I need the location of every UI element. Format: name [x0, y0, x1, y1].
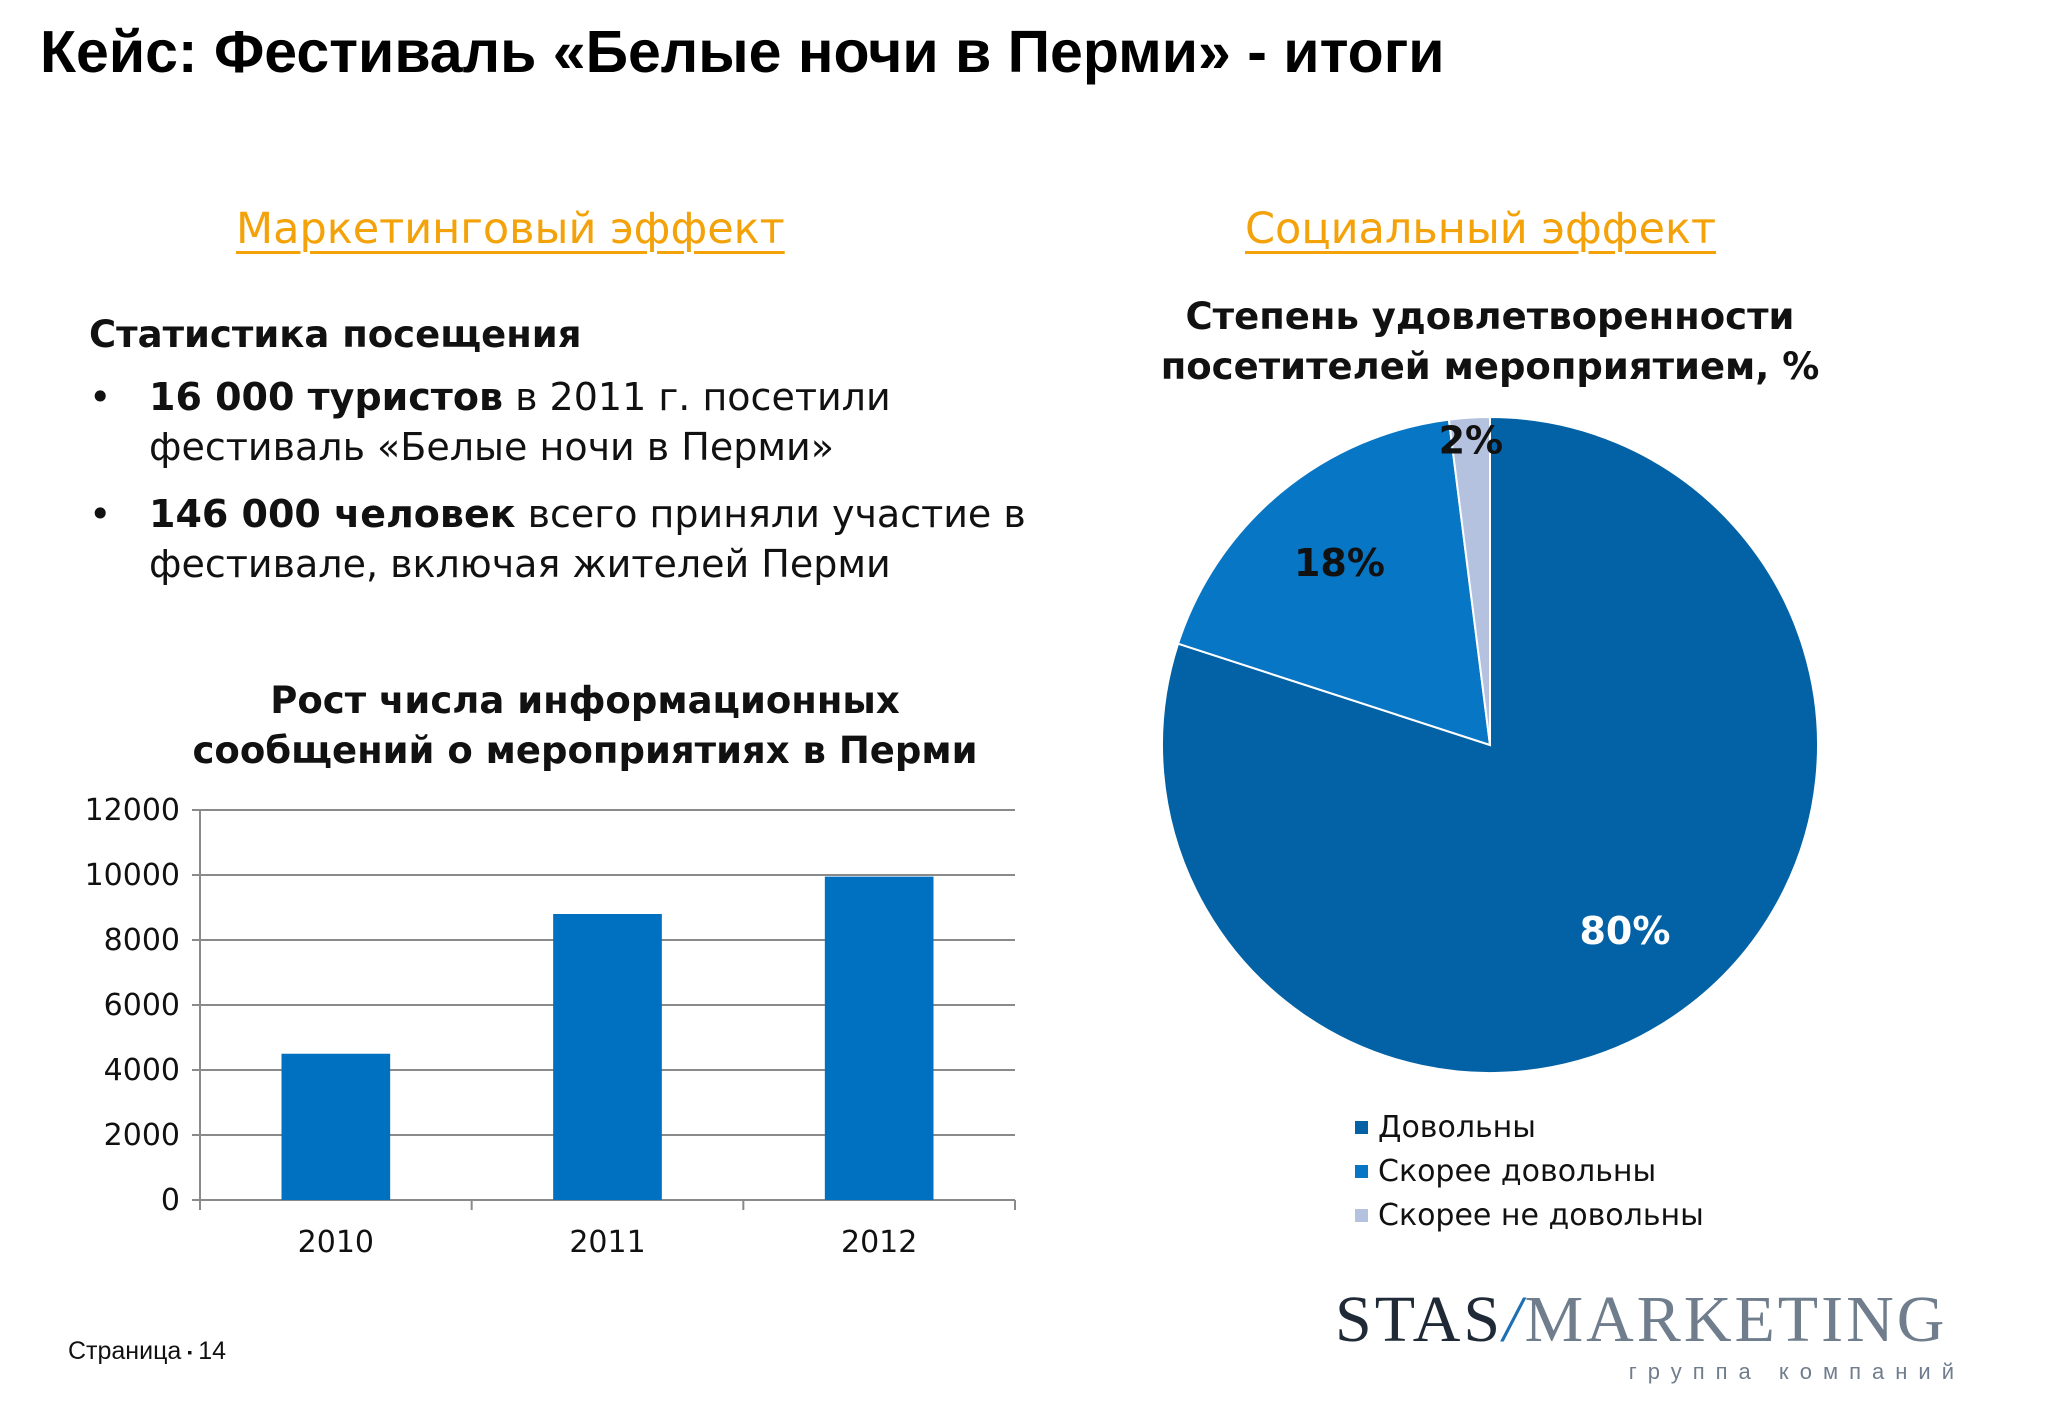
bar-chart: 0 2000 4000 6000 8000 10000 12000 2010 2011 2012: [85, 793, 1016, 1260]
legend-item-rather-satisfied: Скорее довольны: [1355, 1149, 1704, 1193]
pie-data-label: 2%: [1439, 419, 1504, 463]
footer-separator-icon: ▪: [187, 1344, 193, 1361]
legend-item-rather-unsatisfied: Скорее не довольны: [1355, 1193, 1704, 1237]
stas-marketing-logo: STAS/MARKETING группа компаний: [1335, 1285, 1975, 1385]
logo-text-dark: STAS: [1335, 1283, 1504, 1356]
pie-slice-rather-satisfied: [1176, 418, 1492, 747]
social-effect-heading: Социальный эффект: [1245, 204, 1717, 254]
x-tick-label: 2010: [298, 1225, 374, 1260]
legend-swatch: [1355, 1164, 1368, 1178]
bar: [553, 914, 662, 1200]
x-tick-label: 2011: [569, 1225, 645, 1260]
logo-slash-icon: /: [1503, 1283, 1525, 1356]
legend-label: Скорее не довольны: [1378, 1197, 1704, 1233]
bar: [281, 1053, 391, 1200]
pie-legend: Довольны Скорее довольны Скорее не довол…: [1355, 1105, 1704, 1237]
bar: [824, 876, 934, 1200]
pie-slice-rather-unsatisfied: [1447, 415, 1491, 746]
y-tick-label: 12000: [85, 793, 180, 828]
logo-wordmark: STAS/MARKETING: [1335, 1285, 1975, 1355]
pie-data-label: 18%: [1294, 541, 1385, 585]
y-tick-label: 6000: [104, 988, 180, 1023]
y-tick-label: 4000: [104, 1053, 180, 1088]
bullet-highlight: 16 000 туристов: [149, 375, 503, 419]
y-tick-label: 2000: [104, 1118, 180, 1153]
pie-slice-satisfied: [1161, 415, 1819, 1074]
list-item: • 146 000 человек всего приняли участие …: [89, 489, 1089, 589]
bullet-highlight: 146 000 человек: [149, 492, 516, 536]
pie-chart: 80% 18% 2%: [1161, 415, 1819, 1074]
stats-bullet-list: • 16 000 туристов в 2011 г. посетили фес…: [89, 372, 1089, 606]
list-item: • 16 000 туристов в 2011 г. посетили фес…: [89, 372, 1089, 472]
pie-data-label: 80%: [1579, 909, 1670, 953]
stats-heading: Статистика посещения: [89, 313, 582, 356]
logo-subtitle: группа компаний: [1628, 1359, 1965, 1384]
legend-item-satisfied: Довольны: [1355, 1105, 1704, 1149]
x-tick-label: 2012: [841, 1225, 917, 1260]
pie-chart-title: Степень удовлетворенности посетителей ме…: [1160, 295, 1820, 388]
footer-label: Страница: [68, 1337, 182, 1365]
page-number: 14: [198, 1337, 227, 1365]
legend-label: Скорее довольны: [1378, 1153, 1657, 1189]
page-footer: Страница ▪ 14: [68, 1337, 226, 1366]
bullet-icon: •: [89, 492, 112, 536]
logo-text-light: MARKETING: [1524, 1283, 1948, 1356]
bullet-icon: •: [89, 375, 112, 419]
y-tick-label: 10000: [85, 858, 180, 893]
legend-swatch: [1355, 1208, 1368, 1222]
slide-title: Кейс: Фестиваль «Белые ночи в Перми» - и…: [40, 19, 1445, 85]
bar-chart-title: Рост числа информационных сообщений о ме…: [192, 679, 978, 772]
bullet-text: в 2011 г. посетили фестиваль «Белые ночи…: [149, 375, 891, 469]
y-tick-label: 0: [161, 1183, 180, 1218]
bullet-text: всего приняли участие в фестивале, включ…: [149, 492, 1026, 586]
legend-swatch: [1355, 1120, 1368, 1134]
y-tick-label: 8000: [104, 923, 180, 958]
legend-label: Довольны: [1378, 1109, 1536, 1145]
marketing-effect-heading: Маркетинговый эффект: [236, 204, 785, 254]
